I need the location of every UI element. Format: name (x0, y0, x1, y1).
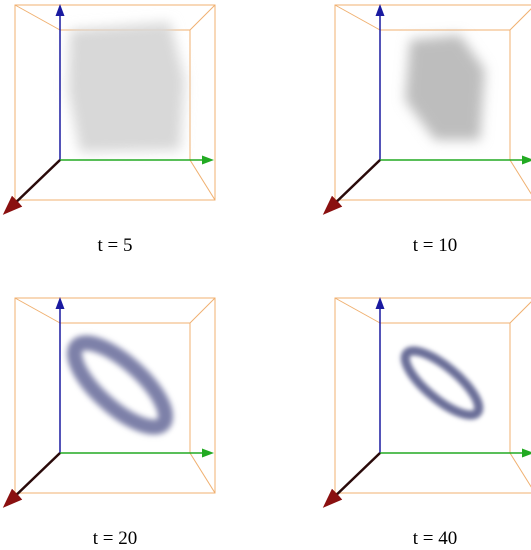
panel: t = 40 (330, 298, 531, 549)
caption: t = 5 (98, 235, 133, 256)
caption: t = 20 (93, 528, 138, 549)
box-edge (15, 298, 60, 323)
torus (396, 341, 487, 425)
box-edge (510, 160, 531, 200)
box-edge (510, 298, 531, 323)
box-edge (190, 453, 215, 493)
box-edge (335, 298, 380, 323)
volume (68, 22, 185, 152)
panel: t = 20 (10, 298, 215, 549)
volume (405, 35, 485, 140)
box-edge (335, 5, 380, 30)
box-edge (510, 453, 531, 493)
outer-box (15, 298, 215, 493)
inner-box (380, 323, 510, 453)
box-edge (190, 298, 215, 323)
x-axis (10, 453, 60, 501)
box-edge (190, 5, 215, 30)
box-edge (190, 160, 215, 200)
box-edge (15, 5, 60, 30)
x-axis (330, 160, 380, 208)
box-edge (510, 5, 531, 30)
panel: t = 5 (10, 5, 215, 256)
figure: t = 5 t = 10 t = 20 t = 40 (0, 0, 531, 550)
x-axis (330, 453, 380, 501)
caption: t = 40 (413, 528, 458, 549)
panel: t = 10 (330, 5, 531, 256)
caption: t = 10 (413, 235, 458, 256)
x-axis (10, 160, 60, 208)
torus (62, 330, 178, 440)
